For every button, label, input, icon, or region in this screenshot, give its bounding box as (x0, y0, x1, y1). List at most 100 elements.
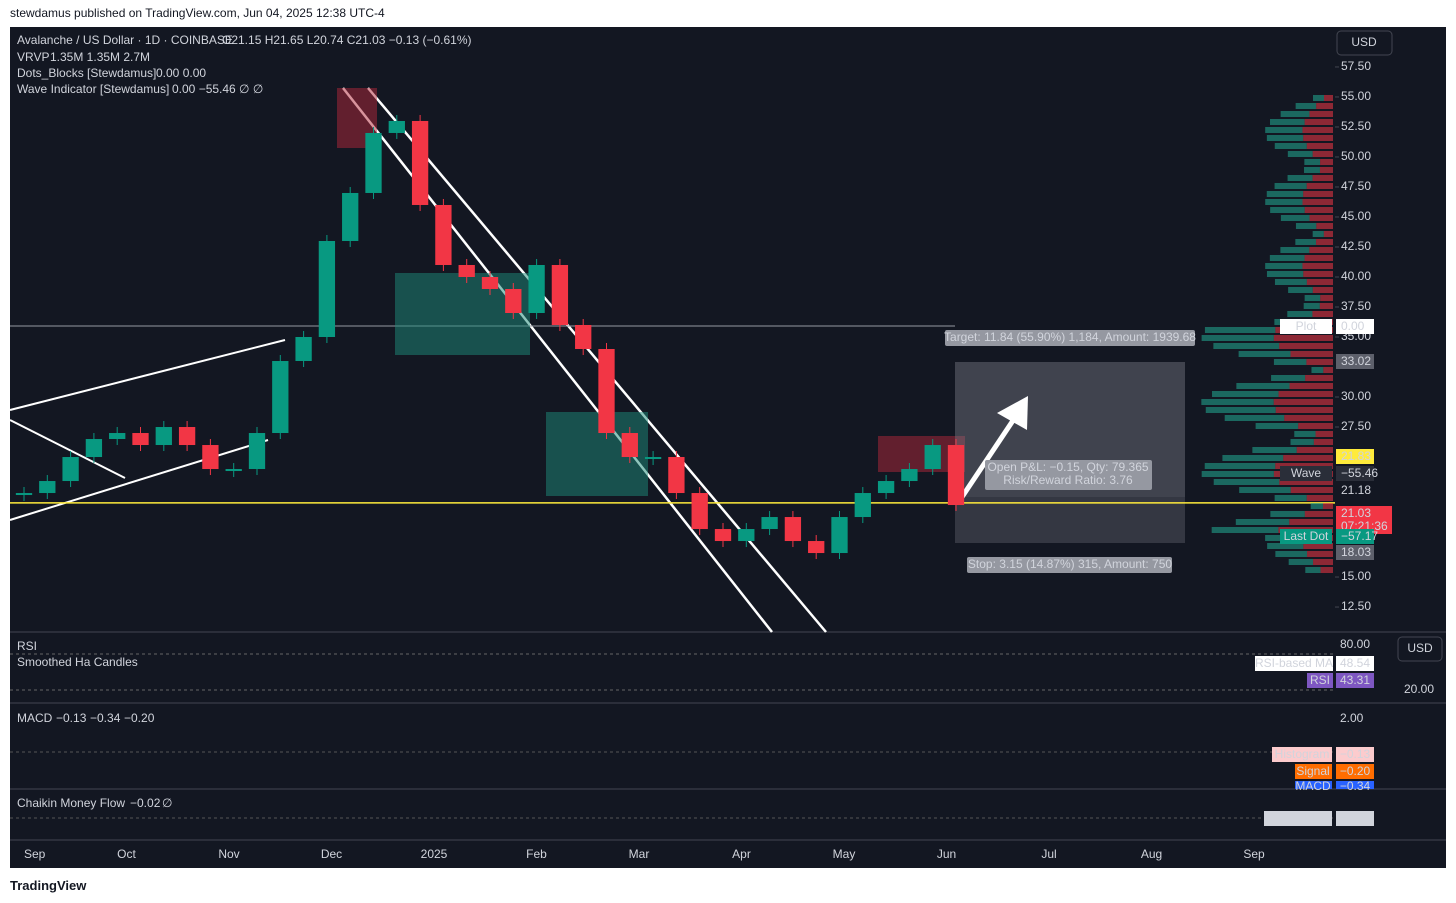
volume-profile (1295, 103, 1317, 109)
x-tick-label: Dec (321, 847, 342, 861)
volume-profile (1287, 151, 1313, 157)
volume-profile (1273, 359, 1307, 365)
price-label: 18.03 (1341, 545, 1371, 559)
y-tick-label: 57.50 (1341, 59, 1371, 73)
volume-profile (1306, 183, 1333, 189)
macd-v3: −0.20 (124, 711, 155, 725)
label-bg (1336, 449, 1374, 464)
cmf-label-value: −0.02 (1340, 811, 1371, 825)
target-zone (955, 362, 1185, 497)
y-tick-label: 37.50 (1341, 299, 1371, 313)
currency-button[interactable] (1336, 30, 1393, 56)
target-box (945, 330, 1195, 346)
volume-profile (1274, 319, 1307, 325)
volume-profile (1265, 263, 1303, 269)
rsi-currency[interactable]: USD (1407, 641, 1433, 655)
volume-profile (1304, 295, 1321, 301)
candle (808, 541, 825, 554)
volume-profile (1320, 295, 1333, 301)
publisher: stewdamus published on TradingView.com, … (10, 6, 385, 20)
volume-profile (1304, 119, 1333, 125)
volume-profile (1239, 487, 1291, 493)
rsi-ma: 48.54 (1340, 656, 1370, 670)
vrvp: VRVP (17, 50, 49, 64)
volume-profile (1303, 135, 1333, 141)
candle (155, 427, 172, 446)
label-bg (1336, 673, 1374, 688)
currency[interactable]: USD (1351, 35, 1377, 49)
y-tick-label: 12.50 (1341, 599, 1371, 613)
candle (505, 288, 522, 313)
y-tick-label: 35.00 (1341, 329, 1371, 343)
volume-profile (1279, 479, 1333, 485)
candle (342, 192, 359, 241)
volume-profile (1320, 159, 1333, 165)
footer: TradingView (10, 878, 87, 893)
label-bg (1336, 747, 1374, 762)
volume-profile (1303, 543, 1333, 549)
volume-profile (1201, 335, 1274, 341)
cmf-title: Chaikin Money Flow (17, 796, 125, 810)
label-bg (1336, 781, 1374, 789)
candle (621, 433, 638, 458)
volume-profile (1213, 343, 1280, 349)
x-tick-label: Nov (218, 847, 239, 861)
rsi-upper: 80.00 (1340, 637, 1370, 651)
volume-profile (1309, 111, 1333, 117)
volume-profile (1306, 359, 1333, 365)
currency-button[interactable] (1397, 636, 1443, 662)
volume-profile (1265, 535, 1303, 541)
volume-profile (1323, 231, 1333, 237)
price-label: 21.03 (1341, 506, 1371, 520)
volume-profile (1284, 415, 1333, 421)
volume-profile (1306, 319, 1333, 325)
y-tick-label: 40.00 (1341, 269, 1371, 283)
volume-profile (1304, 167, 1320, 173)
candle (901, 469, 918, 482)
volume-profile (1275, 463, 1333, 469)
volume-profile (1275, 551, 1308, 557)
demand-block (546, 412, 648, 496)
price-timer: 07:21:36 (1341, 519, 1388, 533)
price-label-name: Plot (1296, 319, 1317, 333)
macd-title: MACD (17, 711, 53, 725)
volume-profile (1270, 511, 1305, 517)
volume-profile (1266, 191, 1304, 197)
rsi-label: RSI (1310, 673, 1330, 687)
y-tick-label: 15.00 (1341, 569, 1371, 583)
volume-profile (1306, 143, 1333, 149)
candle (225, 469, 242, 472)
y-tick-label: 45.00 (1341, 209, 1371, 223)
volume-profile (1312, 231, 1324, 237)
candle (248, 433, 266, 470)
x-tick-label: Sep (24, 847, 46, 861)
trend-line (9, 439, 269, 521)
label-bg (1336, 319, 1374, 334)
volume-profile (1273, 335, 1333, 341)
volume-profile (1278, 527, 1333, 533)
volume-profile (1302, 535, 1333, 541)
arrow (957, 408, 1023, 502)
candle (854, 493, 871, 518)
stop-box (967, 557, 1172, 573)
volume-profile (1235, 519, 1290, 525)
volume-profile (1295, 239, 1317, 245)
volume-profile (1323, 367, 1333, 373)
volume-profile (1294, 431, 1316, 437)
candle (481, 276, 499, 289)
volume-profile (1295, 223, 1317, 229)
volume-profile (1274, 143, 1307, 149)
volume-profile (1224, 415, 1285, 421)
volume-profile (1313, 559, 1333, 565)
volume-profile (1296, 447, 1333, 453)
y-tick-label: 42.50 (1341, 239, 1371, 253)
volume-profile (1238, 351, 1291, 357)
y-tick-label: 47.50 (1341, 179, 1371, 193)
volume-profile (1310, 503, 1323, 509)
volume-profile (1306, 279, 1333, 285)
rsi-overlay: Smoothed Ha Candles (17, 655, 138, 669)
stop-zone (955, 497, 1185, 543)
x-tick-label: Jun (937, 847, 956, 861)
candle (668, 457, 685, 494)
price-label: 21.83 (1341, 449, 1371, 463)
